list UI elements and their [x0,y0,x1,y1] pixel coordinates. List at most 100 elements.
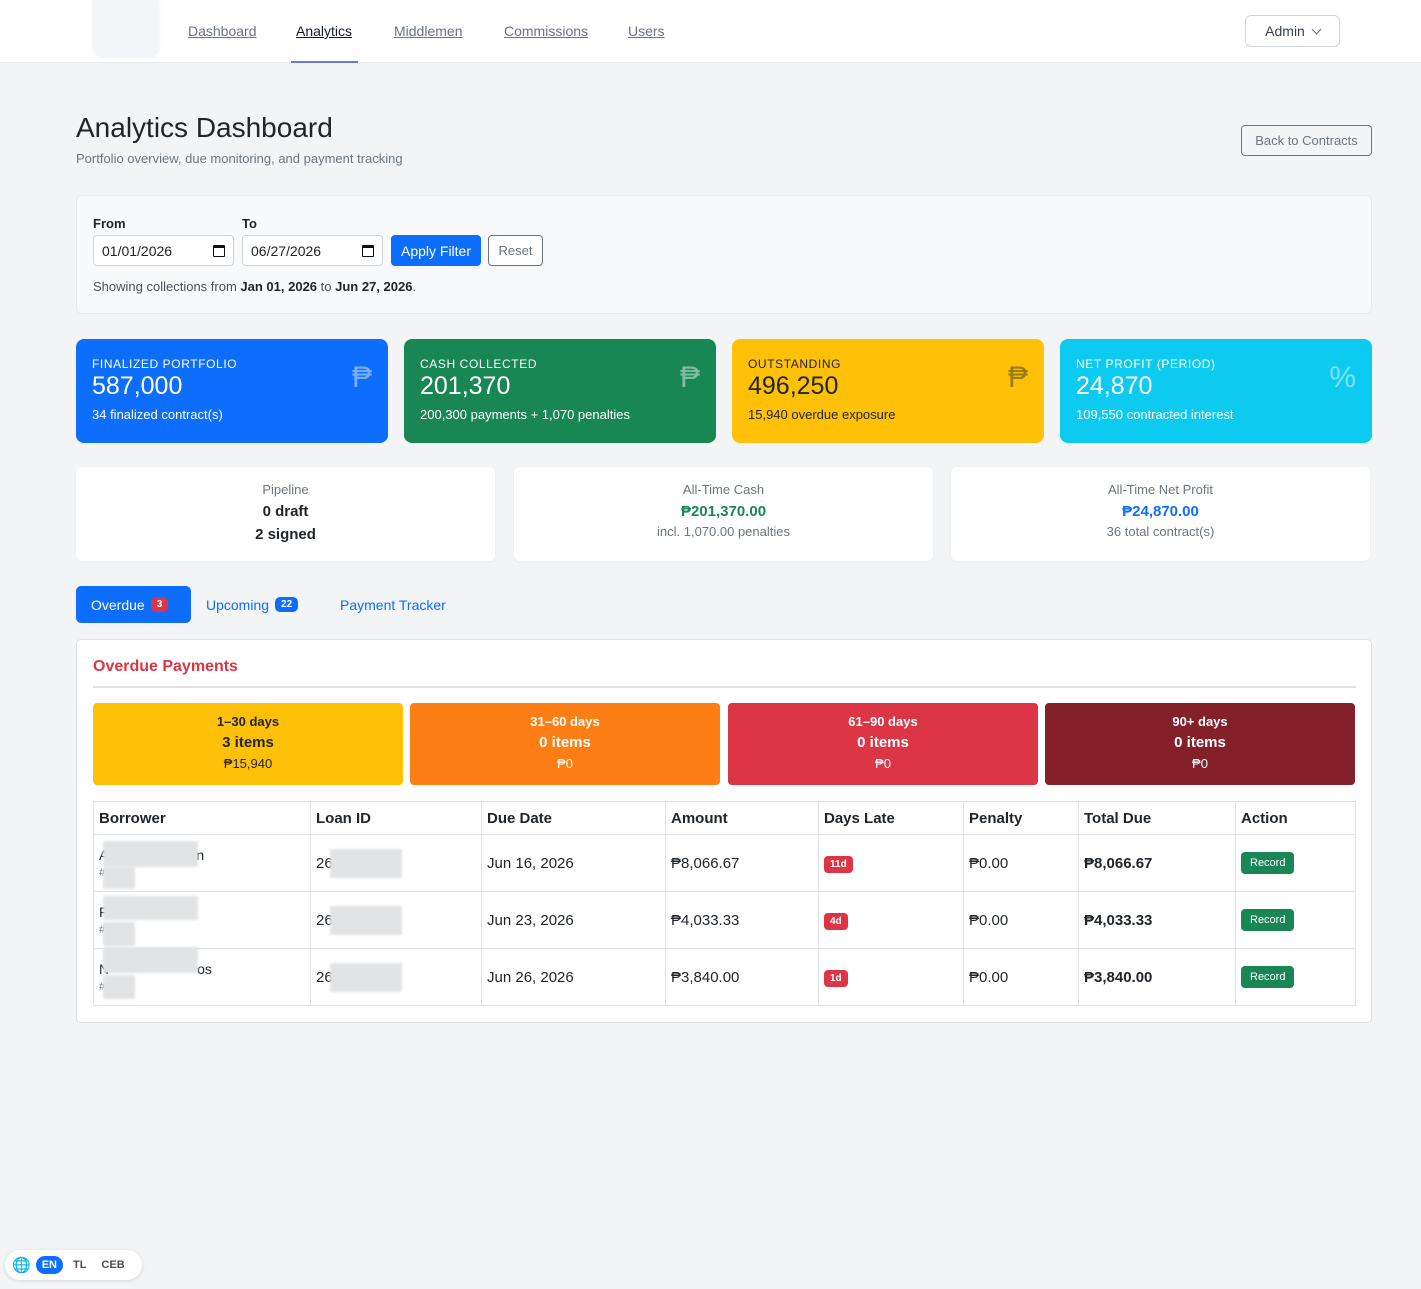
borrower-cell: An # [93,834,311,892]
loan-id: 26 [316,911,333,929]
admin-label: Admin [1265,23,1305,39]
loan-id: 26 [316,968,333,986]
peso-icon: ₱ [351,361,372,394]
record-payment-button[interactable]: Record [1241,966,1295,988]
bucket-range: 1–30 days [216,714,280,729]
overdue-title: Overdue Payments [93,658,238,675]
nav-middlemen[interactable]: Middlemen [394,23,463,39]
borrower-name-end: n [196,847,205,863]
days-late-badge: 11d [824,855,853,873]
col-days-late[interactable]: Days Late [818,801,964,835]
reset-button[interactable]: Reset [488,235,543,266]
lang-ceb[interactable]: CEB [101,1259,125,1271]
borrower-name-end: os [197,961,212,977]
from-date-input[interactable]: 01/01/2026 [93,235,234,266]
language-switcher: 🌐 EN TL CEB [5,1250,142,1280]
from-label: From [93,216,126,231]
nav-users[interactable]: Users [628,23,665,39]
bucket-amount: ₱0 [875,756,891,771]
tab-label: Upcoming [206,596,270,613]
filter-summary: Showing collections from Jan 01, 2026 to… [93,279,416,294]
col-borrower[interactable]: Borrower [93,801,311,835]
stat-subtext: 109,550 contracted interest [1076,407,1234,422]
net-profit-card: NET PROFIT (PERIOD) 24,870 109,550 contr… [1060,339,1372,443]
stat-label: CASH COLLECTED [420,357,538,371]
date-filter-card: From To 01/01/2026 06/27/2026 Apply Filt… [76,195,1372,314]
redacted-block [103,947,198,973]
outstanding-card: OUTSTANDING 496,250 15,940 overdue expos… [732,339,1044,443]
action-cell: Record [1235,834,1356,892]
to-date-input[interactable]: 06/27/2026 [242,235,383,266]
pipeline-signed: 2 signed [255,526,316,543]
stat-value: 496,250 [748,372,839,400]
stat-value: 587,000 [92,372,183,400]
bucket-31-60: 31–60 days 0 items ₱0 [410,703,720,785]
table-row[interactable]: An # 26 Jun 16, 2026 ₱8,066.67 11d ₱0.00… [93,834,1356,892]
total-due: ₱3,840.00 [1078,948,1236,1006]
record-payment-button[interactable]: Record [1241,909,1295,931]
stat-subtext: 15,940 overdue exposure [748,407,896,422]
bucket-items: 0 items [539,734,591,751]
divider [93,686,1356,688]
overdue-table: Borrower Loan ID Due Date Amount Days La… [93,801,1356,1006]
table-row[interactable]: F # 26 Jun 23, 2026 ₱4,033.33 4d ₱0.00 ₱… [93,891,1356,949]
col-due-date[interactable]: Due Date [481,801,666,835]
total-due: ₱4,033.33 [1078,891,1236,949]
chevron-down-icon [1311,24,1322,34]
redacted-block [330,849,402,878]
penalty: ₱0.00 [963,891,1079,949]
table-row[interactable]: Nos # 26 Jun 26, 2026 ₱3,840.00 1d ₱0.00… [93,947,1356,1006]
action-cell: Record [1235,948,1356,1006]
col-penalty[interactable]: Penalty [963,801,1079,835]
top-navbar: Dashboard Analytics Middlemen Commission… [0,0,1421,63]
finalized-portfolio-card: FINALIZED PORTFOLIO 587,000 34 finalized… [76,339,388,443]
logo[interactable] [93,0,159,56]
bucket-amount: ₱0 [1192,756,1208,771]
globe-icon: 🌐 [12,1257,31,1274]
tab-label: Overdue [91,596,145,613]
active-nav-indicator [291,61,358,63]
col-loan-id[interactable]: Loan ID [310,801,482,835]
calendar-icon[interactable] [362,244,374,257]
stat-value: 24,870 [1076,372,1153,400]
tab-payment-tracker[interactable]: Payment Tracker [340,586,446,623]
redacted-block [103,896,198,920]
filter-note-to: Jun 27, 2026 [335,279,413,294]
bucket-90-plus: 90+ days 0 items ₱0 [1045,703,1355,785]
apply-filter-button[interactable]: Apply Filter [391,235,481,266]
admin-dropdown-button[interactable]: Admin [1245,15,1340,47]
due-date: Jun 23, 2026 [481,891,666,949]
from-date-value: 01/01/2026 [102,242,173,259]
stat-subtext: 200,300 payments + 1,070 penalties [420,407,630,422]
stat-label: FINALIZED PORTFOLIO [92,357,238,371]
nav-analytics[interactable]: Analytics [296,23,353,39]
page-subtitle: Portfolio overview, due monitoring, and … [76,151,403,166]
back-to-contracts-button[interactable]: Back to Contracts [1241,125,1372,156]
nav-dashboard[interactable]: Dashboard [188,23,257,39]
tab-overdue[interactable]: Overdue 3 [76,586,191,623]
pipeline-card: Pipeline 0 draft 2 signed [76,467,495,561]
count-badge: 22 [275,597,299,612]
tab-upcoming[interactable]: Upcoming 22 [206,586,299,623]
amount: ₱3,840.00 [665,948,819,1006]
bucket-items: 0 items [1174,734,1226,751]
stat-label: OUTSTANDING [748,357,842,371]
lang-tl[interactable]: TL [72,1259,87,1271]
percent-icon: % [1329,361,1356,394]
pipeline-draft: 0 draft [262,503,309,520]
col-total-due[interactable]: Total Due [1078,801,1236,835]
bucket-61-90: 61–90 days 0 items ₱0 [728,703,1038,785]
col-action[interactable]: Action [1235,801,1356,835]
loan-id-cell: 26 [310,834,482,892]
loan-id-cell: 26 [310,948,482,1006]
calendar-icon[interactable] [213,244,225,257]
record-payment-button[interactable]: Record [1241,852,1295,874]
filter-note-from: Jan 01, 2026 [240,279,318,294]
filter-note-suffix: . [412,279,417,294]
borrower-cell: Nos # [93,947,311,1006]
bucket-range: 31–60 days [530,714,600,729]
col-amount[interactable]: Amount [665,801,819,835]
page-title: Analytics Dashboard [76,112,333,143]
lang-en[interactable]: EN [35,1256,63,1274]
nav-commissions[interactable]: Commissions [504,23,589,39]
